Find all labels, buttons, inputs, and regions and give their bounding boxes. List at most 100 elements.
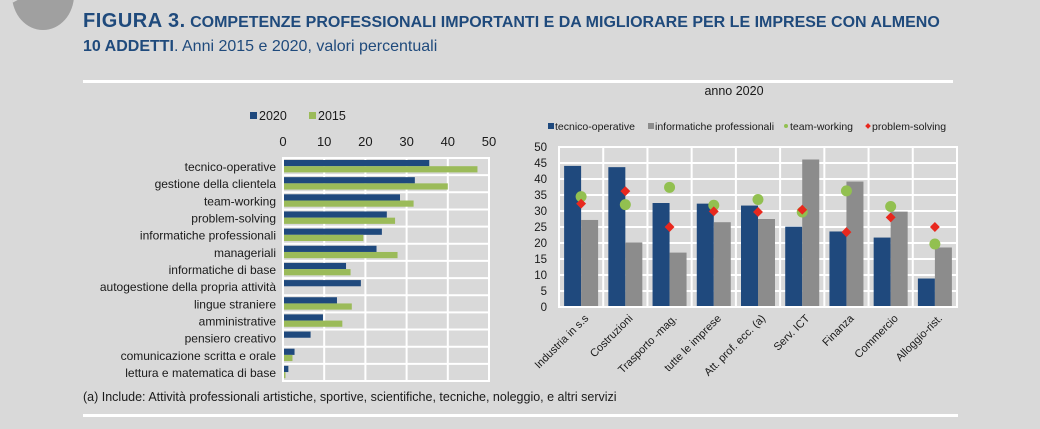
y-tick-label: 25: [534, 222, 547, 234]
bar-2015: [284, 354, 293, 362]
title-line2-bold: 10 ADDETTI: [83, 38, 174, 55]
y-tick-label: 0: [541, 302, 547, 314]
category-label: problem-solving: [191, 212, 276, 226]
marker-team-working: [619, 199, 631, 211]
bar-informatiche professionali: [713, 222, 731, 306]
category-label: informatiche professionali: [140, 229, 276, 243]
marker-problem-solving: [929, 222, 940, 232]
legend-swatch: [548, 123, 554, 129]
category-label: Alloggio-rist.: [894, 313, 945, 364]
y-tick-label: 50: [534, 142, 547, 154]
x-tick-label: 0: [279, 134, 286, 149]
bar-2015: [284, 217, 396, 224]
bar-2020: [284, 348, 295, 355]
bar-informatiche professionali: [625, 242, 643, 306]
footnote: (a) Include: Attività professionali arti…: [83, 390, 617, 404]
bar-2020: [284, 365, 289, 373]
x-tick-label: 50: [482, 134, 496, 149]
title-line1: COMPETENZE PROFESSIONALI IMPORTANTI E DA…: [185, 14, 940, 31]
legend-label: tecnico-operative: [555, 121, 635, 133]
bar-2020: [284, 245, 377, 252]
bar-2020: [284, 297, 337, 304]
bar-tecnico-operative: [917, 278, 935, 306]
legend-swatch: [865, 123, 871, 129]
figure-title: FIGURA 3. COMPETENZE PROFESSIONALI IMPOR…: [83, 9, 983, 59]
bar-2020: [284, 280, 361, 287]
bar-tecnico-operative: [873, 237, 891, 306]
y-tick-label: 20: [534, 238, 547, 250]
marker-team-working: [664, 181, 676, 193]
pie-decoration-icon: [12, 0, 74, 30]
bar-informatiche professionali: [846, 181, 864, 306]
bar-2015: [284, 320, 343, 327]
marker-problem-solving: [708, 206, 719, 217]
bar-tecnico-operative: [696, 203, 714, 306]
legend-swatch-2020: [250, 112, 257, 119]
category-label: Costruzioni: [588, 313, 635, 360]
category-label: Commercio: [853, 313, 901, 361]
category-label: lingue straniere: [194, 297, 276, 311]
x-tick-label: 20: [358, 134, 372, 149]
top-separator: [83, 80, 953, 83]
bar-tecnico-operative: [785, 226, 803, 306]
x-tick-label: 30: [399, 134, 413, 149]
category-label: Industria in s.s: [533, 312, 592, 371]
bar-2015: [284, 183, 448, 190]
bar-2020: [284, 177, 415, 184]
marker-problem-solving: [841, 227, 852, 238]
marker-problem-solving: [885, 212, 896, 223]
bar-tecnico-operative: [608, 167, 626, 306]
bar-tecnico-operative: [829, 231, 847, 306]
marker-team-working: [575, 191, 587, 203]
category-label: Finanza: [820, 312, 857, 349]
category-label: gestione della clientela: [155, 177, 277, 191]
y-tick-label: 30: [534, 206, 547, 218]
x-tick-label: 10: [317, 134, 331, 149]
bar-informatiche professionali: [669, 252, 687, 306]
bar-2015: [284, 166, 478, 173]
bar-2020: [284, 160, 430, 167]
bar-2015: [284, 372, 286, 379]
skills-bar-chart-2020-2015: 0 10 20 30 40 50 2020 2015 tecnico-operative gest…: [100, 109, 496, 382]
category-label: lettura e matematica di base: [125, 366, 276, 380]
category-label: Serv. ICT: [772, 312, 813, 353]
category-label: manageriali: [214, 246, 276, 260]
skills-by-sector-chart-2020: anno 2020 tecnico-operative informatiche p…: [533, 84, 958, 379]
marker-problem-solving: [753, 207, 763, 217]
bar-informatiche professionali: [802, 159, 820, 306]
bar-tecnico-operative: [741, 205, 758, 306]
bar-2020: [284, 228, 382, 235]
bar-informatiche professionali: [581, 219, 599, 306]
bar-2015: [284, 200, 414, 207]
marker-team-working: [929, 238, 941, 250]
category-label: informatiche di base: [169, 263, 277, 277]
bar-2020: [284, 331, 311, 338]
y-tick-label: 40: [534, 174, 547, 186]
bar-2015: [284, 234, 364, 242]
bar-2015: [284, 303, 352, 310]
legend-label-2020: 2020: [259, 109, 287, 123]
legend-swatch-2015: [309, 112, 316, 119]
figure-label: FIGURA 3.: [83, 10, 186, 32]
y-tick-label: 35: [534, 190, 547, 202]
marker-team-working: [885, 201, 897, 213]
chart-title: anno 2020: [704, 84, 763, 98]
category-label: tecnico-operative: [185, 160, 277, 174]
bar-2020: [284, 194, 401, 201]
bar-informatiche professionali: [890, 211, 908, 306]
y-tick-label: 10: [534, 270, 547, 282]
bar-informatiche professionali: [758, 219, 775, 306]
bar-informatiche professionali: [934, 247, 952, 306]
legend-swatch: [784, 124, 788, 128]
marker-problem-solving: [797, 204, 808, 215]
category-label: amministrative: [199, 314, 277, 328]
category-label: autogestione della propria attività: [100, 280, 276, 294]
bar-2020: [284, 314, 323, 321]
y-tick-label: 5: [541, 286, 547, 298]
title-line2-rest: . Anni 2015 e 2020, valori percentuali: [173, 38, 438, 55]
legend-label-2015: 2015: [318, 109, 346, 123]
bar-tecnico-operative: [652, 203, 670, 306]
bar-2020: [284, 211, 387, 218]
bar-2015: [284, 251, 398, 259]
bottom-separator: [83, 414, 958, 417]
